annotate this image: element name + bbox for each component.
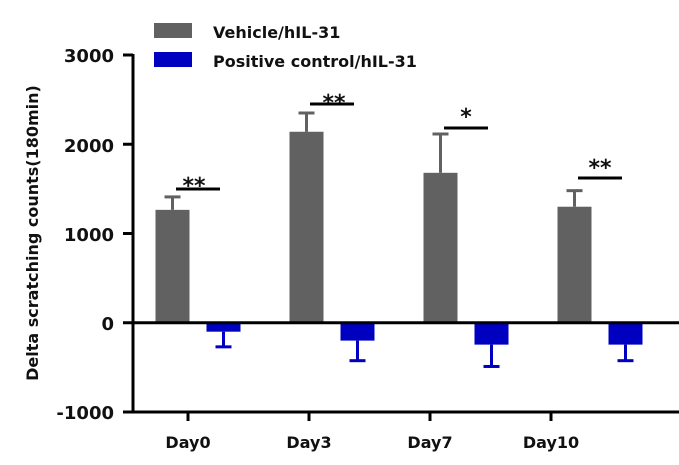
significance-marker-day10: **: [588, 156, 612, 181]
legend-label-vehicle: Vehicle/hIL-31: [213, 23, 340, 42]
y-tick-label: -1000: [56, 403, 114, 424]
bar-positive-control-day3: [340, 322, 375, 341]
x-tick-label-day0: Day0: [165, 433, 210, 452]
x-tick-labels: Day0 Day3 Day7 Day10: [165, 433, 579, 452]
significance-marker-day0: **: [182, 174, 206, 199]
bar-vehicle-day7: [423, 172, 458, 323]
y-axis-label: Delta scratching counts(180min): [23, 85, 42, 381]
bar-positive-control-day7: [474, 322, 509, 345]
x-tick-label-day7: Day7: [407, 433, 452, 452]
significance-labels: ** ** * **: [182, 91, 612, 199]
legend-swatch-vehicle: [154, 23, 192, 38]
bar-positive-control-day10: [608, 322, 643, 345]
legend: Vehicle/hIL-31 Positive control/hIL-31: [154, 23, 417, 71]
significance-marker-day7: *: [460, 105, 472, 130]
bar-vehicle-day10: [557, 206, 592, 323]
bar-vehicle-day0: [155, 209, 190, 323]
legend-label-positive-control: Positive control/hIL-31: [213, 52, 417, 71]
y-tick-label: 3000: [64, 46, 114, 67]
bar-positive-control-day0: [206, 322, 241, 332]
y-tick-label: 0: [101, 314, 114, 335]
chart-marks: [123, 53, 679, 421]
x-tick-label-day3: Day3: [286, 433, 331, 452]
y-tick-labels: 3000 2000 1000 0 -1000: [56, 46, 114, 424]
x-tick-label-day10: Day10: [523, 433, 579, 452]
y-tick-label: 1000: [64, 225, 114, 246]
y-tick-label: 2000: [64, 136, 114, 157]
legend-swatch-positive-control: [154, 52, 192, 67]
bar-vehicle-day3: [289, 131, 324, 323]
